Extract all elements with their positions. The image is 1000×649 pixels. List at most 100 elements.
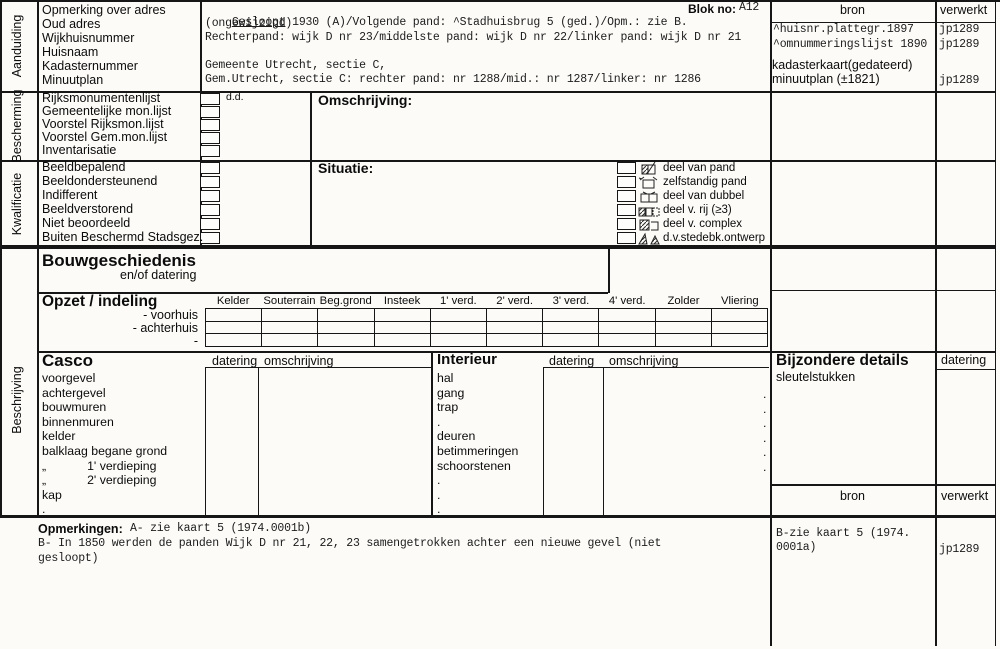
table-cell: [711, 321, 768, 335]
qualification-item: Beeldverstorend: [42, 202, 134, 216]
table-cell: [487, 321, 544, 335]
checkbox: [617, 204, 636, 216]
bouwgeschiedenis-subheading: en/of datering: [120, 268, 197, 282]
field-label: Oud adres: [42, 17, 101, 31]
table-cell: [318, 309, 375, 322]
table-cell: [318, 334, 375, 347]
divider-line: [770, 0, 772, 646]
datering-header: datering: [549, 354, 595, 368]
omschrijving-header: omschrijving: [609, 354, 679, 368]
checkbox: [200, 204, 220, 216]
casco-row: voorgevel: [42, 371, 96, 385]
situatie-option: deel van dubbel: [663, 190, 745, 202]
checkbox: [200, 93, 220, 105]
typed-word-underlined: Gesloopt: [231, 15, 286, 29]
table-cell: [206, 334, 263, 347]
bijzondere-row: .: [763, 387, 767, 401]
qualification-item: Niet beoordeeld: [42, 216, 131, 230]
divider-line: [37, 292, 608, 294]
interieur-row: betimmeringen: [437, 443, 519, 458]
divider-line: [431, 351, 433, 516]
casco-row: kap: [42, 487, 62, 502]
checkbox: [200, 145, 220, 157]
opzet-row-label: -: [193, 334, 198, 348]
table-cell: [262, 334, 319, 347]
situatie-option: zelfstandig pand: [663, 176, 747, 188]
checkbox: [617, 190, 636, 202]
situatie-option: deel v. rij (≥3): [663, 204, 732, 216]
divider-line: [0, 245, 996, 249]
table-cell: [599, 309, 656, 322]
table-cell: [655, 334, 712, 347]
qualification-item: Beeldondersteunend: [42, 174, 158, 188]
typed-remark-b: B- In 1850 werden de panden Wijk D nr 21…: [38, 537, 662, 550]
protection-item: Gemeentelijke mon.lijst: [42, 104, 172, 118]
bijzondere-row: .: [763, 445, 767, 460]
blok-no-value: A12: [739, 1, 760, 14]
column-header: Beg.grond: [319, 295, 372, 307]
verwerkt-cell: jp1289: [939, 543, 980, 556]
bron-column-header: bron: [839, 3, 866, 17]
casco-row: bouwmuren: [42, 400, 107, 415]
table-cell: [206, 321, 263, 335]
checkbox: [200, 176, 220, 188]
omschrijving-header: omschrijving: [264, 354, 334, 368]
field-label: Opmerking over adres: [42, 3, 166, 17]
table-cell: [206, 309, 263, 322]
situatie-option: d.v.stedebk.ontwerp: [663, 232, 766, 244]
table-cell: [655, 309, 712, 322]
blok-no-label: Blok no:: [688, 2, 736, 16]
opzet-heading: Opzet / indeling: [42, 293, 158, 310]
divider-line: [603, 367, 605, 516]
bijzondere-row: .: [763, 430, 767, 445]
protection-item: Inventarisatie: [42, 143, 117, 157]
verwerkt-cell: jp1289: [939, 38, 980, 51]
checkbox: [617, 218, 636, 230]
interieur-row: hal: [437, 371, 454, 385]
divider-line: [935, 0, 937, 646]
divider-line: [310, 91, 312, 246]
table-cell: [262, 321, 319, 335]
bron-cell: ^omnummeringslijst 1890: [773, 38, 928, 51]
casco-heading: Casco: [42, 351, 94, 370]
divider-line: [0, 91, 996, 94]
divider-line: [0, 0, 2, 516]
casco-row: „ 2' verdieping: [42, 473, 157, 488]
typed-entry-old-address: (ongewijzigd): [205, 17, 293, 30]
field-label: Wijkhuisnummer: [42, 31, 135, 45]
typed-remark-a: A- zie kaart 5 (1974.0001b): [130, 522, 311, 535]
divider-line: [543, 367, 545, 516]
divider-line: [995, 0, 997, 646]
interieur-row: .: [437, 487, 441, 502]
table-cell: [543, 334, 600, 347]
field-label: Kadasternummer: [42, 59, 138, 73]
table-cell: [318, 321, 375, 335]
situatie-option: deel v. complex: [663, 218, 743, 230]
bijzondere-row: .: [763, 401, 767, 416]
divider-line: [37, 351, 996, 353]
opmerkingen-label: Opmerkingen:: [38, 522, 123, 536]
datering-header: datering: [212, 354, 258, 368]
column-header: Souterrain: [263, 295, 316, 307]
interieur-row-labels: hal gang trap . deuren betimmeringen sch…: [437, 371, 518, 517]
bron-cell-printed: minuutplan (±1821): [772, 72, 880, 86]
row-of-buildings-icon: [638, 207, 660, 217]
section-label-beschrijving: Beschrijving: [10, 366, 24, 434]
verwerkt-cell: jp1289: [939, 23, 980, 36]
bron-cell: ^huisnr.plattegr.1897: [773, 23, 914, 36]
part-of-building-icon: [641, 162, 656, 175]
typed-remark-b-cont: gesloopt): [38, 552, 99, 565]
urban-design-icon: [638, 232, 660, 245]
omschrijving-heading: Omschrijving:: [318, 92, 413, 108]
interieur-row: .: [437, 502, 441, 517]
table-cell: [543, 309, 600, 322]
opzet-row-label: - voorhuis: [143, 308, 198, 322]
detached-building-icon: [638, 176, 658, 189]
checkbox: [200, 106, 220, 118]
table-cell: [430, 321, 487, 335]
bijzondere-details-heading: Bijzondere details: [776, 352, 909, 369]
divider-line: [770, 290, 996, 292]
divider-line: [543, 367, 769, 369]
bron-cell-printed: kadasterkaart(gedateerd): [772, 58, 913, 72]
typed-entry-wijkhuisnummer: Rechterpand: wijk D nr 23/middelste pand…: [205, 31, 742, 44]
